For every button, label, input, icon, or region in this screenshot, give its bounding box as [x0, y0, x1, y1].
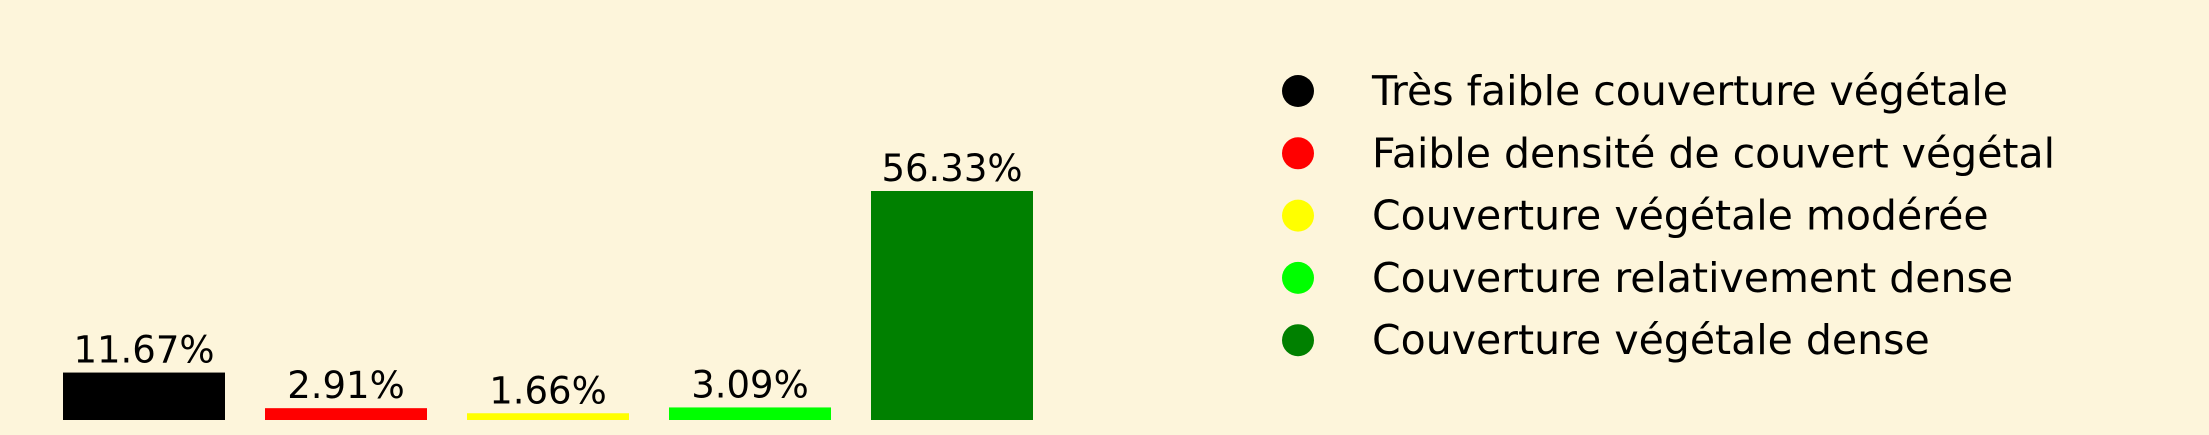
- value-label-3: 1.66%: [489, 369, 607, 412]
- bar-1: [63, 372, 225, 420]
- legend-marker-1: [1282, 75, 1314, 107]
- legend-marker-4: [1282, 261, 1314, 294]
- bar-2: [265, 408, 427, 420]
- value-labels-group: 11.67% 2.91% 1.66% 3.09% 56.33%: [73, 147, 1022, 412]
- legend-item-4: Couverture relativement dense: [1282, 254, 2013, 302]
- bar-3: [467, 413, 629, 420]
- legend-item-2: Faible densité de couvert végétal: [1282, 129, 2055, 177]
- value-label-2: 2.91%: [287, 364, 405, 407]
- legend-item-3: Couverture végétale modérée: [1282, 192, 1989, 240]
- legend: Très faible couverture végétale Faible de…: [1282, 67, 2055, 364]
- legend-label-3: Couverture végétale modérée: [1372, 192, 1989, 240]
- value-label-1: 11.67%: [73, 329, 214, 372]
- legend-marker-5: [1282, 324, 1314, 357]
- bar-5: [871, 191, 1033, 420]
- legend-label-4: Couverture relativement dense: [1372, 254, 2013, 302]
- legend-marker-2: [1282, 137, 1314, 170]
- bars-group: [63, 191, 1033, 420]
- legend-label-2: Faible densité de couvert végétal: [1372, 129, 2055, 177]
- value-label-4: 3.09%: [691, 363, 809, 406]
- legend-label-1: Très faible couverture végétale: [1371, 67, 2008, 115]
- legend-item-1: Très faible couverture végétale: [1282, 67, 2008, 115]
- legend-marker-3: [1282, 199, 1314, 232]
- legend-label-5: Couverture végétale dense: [1372, 316, 1930, 364]
- bar-4: [669, 407, 831, 420]
- value-label-5: 56.33%: [881, 147, 1022, 190]
- legend-item-5: Couverture végétale dense: [1282, 316, 1930, 364]
